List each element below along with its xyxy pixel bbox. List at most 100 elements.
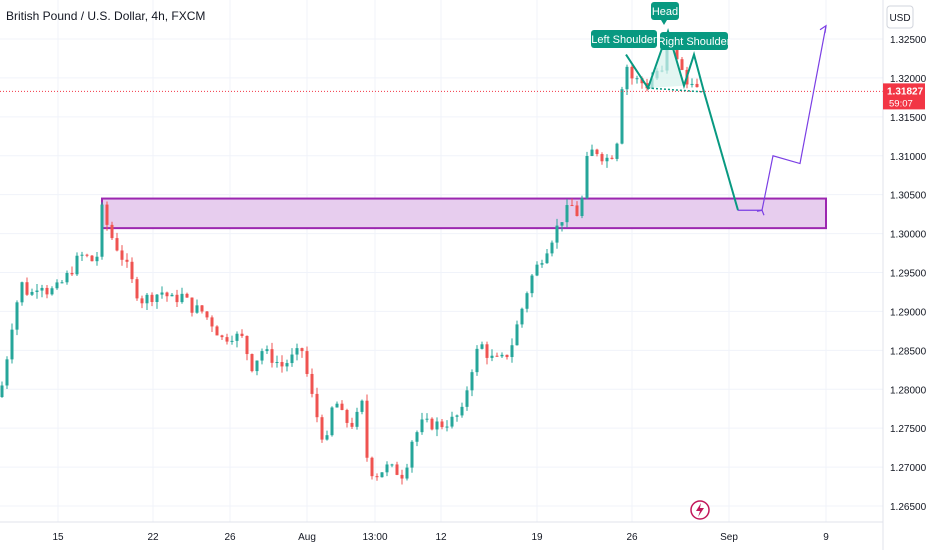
candle-body [120,250,124,260]
candle-body [335,403,339,408]
x-tick-label: 19 [531,532,543,543]
candle-body [590,149,594,156]
candle-body [125,259,129,262]
candle-body [245,335,249,355]
pattern-label-3: Right Shoulder [658,32,731,50]
candle-body [290,354,294,364]
candle-body [400,474,404,479]
candle-body [595,149,599,155]
candle-body [635,78,639,80]
pattern-label-2: Head [651,2,679,20]
chart-title: British Pound / U.S. Dollar, 4h, FXCM [6,9,206,23]
candle-body [620,89,624,144]
candle-body [690,83,694,85]
pattern-label-bg [651,2,679,20]
label-pointer [661,20,667,25]
y-tick-label: 1.32500 [890,35,927,46]
pattern-label-text: Right Shoulder [658,36,731,48]
candle-body [65,272,69,283]
candle-body [160,292,164,295]
candle-body [405,467,409,479]
candle-body [470,372,474,391]
candle-body [605,157,609,162]
pattern-target-line [703,91,739,211]
candle-body [270,349,274,363]
candle-body [680,59,684,70]
x-tick-label: 15 [52,532,64,543]
candle-body [345,409,349,423]
candle-body [490,355,494,358]
candle-body [185,293,189,298]
candle-body [550,242,554,254]
candle-body [380,472,384,478]
support-zone-rect [101,197,827,230]
candle-body [610,157,614,159]
candle-body [510,345,514,358]
candle-body [170,294,174,297]
price-tag-countdown: 59:07 [889,98,913,109]
candle-body [45,287,49,295]
candle-body [140,298,144,304]
grid-lines [0,0,883,522]
candle-body [370,457,374,477]
candles-layer [0,40,699,485]
candle-body [260,351,264,361]
y-tick-label: 1.30500 [890,191,927,202]
y-tick-label: 1.28500 [890,346,927,357]
candle-body [580,198,584,217]
candle-body [625,66,629,90]
candle-body [455,415,459,417]
y-tick-label: 1.27500 [890,424,927,435]
candle-body [210,317,214,327]
candle-body [285,363,289,367]
pattern-layer: Left Shoulder Head Right Shoulder [0,2,883,211]
candle-body [165,292,169,297]
candle-body [675,40,679,60]
candle-body [10,329,14,360]
candle-body [520,308,524,325]
y-tick-label: 1.32000 [890,74,927,85]
candle-body [565,205,569,223]
candle-body [540,263,544,265]
projection-arrow-mid [756,209,765,216]
y-tick-label: 1.29000 [890,307,927,318]
candle-body [390,464,394,466]
x-tick-label: 22 [147,532,159,543]
candle-body [600,154,604,162]
x-tick-label: 13:00 [362,532,387,543]
candle-body [525,293,529,309]
lightning-icon[interactable] [690,500,710,520]
candle-body [410,441,414,468]
candle-body [205,311,209,318]
candle-body [440,421,444,428]
candle-body [155,294,159,302]
candle-body [555,225,559,243]
candle-body [500,354,504,357]
candle-body [485,344,489,358]
candle-body [545,253,549,264]
x-tick-label: Sep [720,532,738,543]
candle-body [350,422,354,427]
candle-body [360,400,364,412]
candle-body [175,294,179,303]
y-tick-label: 1.31500 [890,113,927,124]
candle-body [695,83,699,88]
candle-body [100,204,104,257]
candle-body [200,305,204,312]
candle-body [75,255,79,275]
candle-body [190,297,194,313]
pattern-label-text: Head [652,6,678,18]
price-tag-bg [883,83,925,110]
candle-body [90,255,94,262]
x-tick-label: Aug [298,532,316,543]
candle-body [30,291,34,295]
lightning-icon-bolt [696,503,704,517]
candle-body [460,406,464,416]
candle-body [35,290,39,292]
candle-body [585,155,589,199]
neckline [647,87,705,93]
x-tick-label: 9 [823,532,829,543]
candle-body [425,418,429,420]
